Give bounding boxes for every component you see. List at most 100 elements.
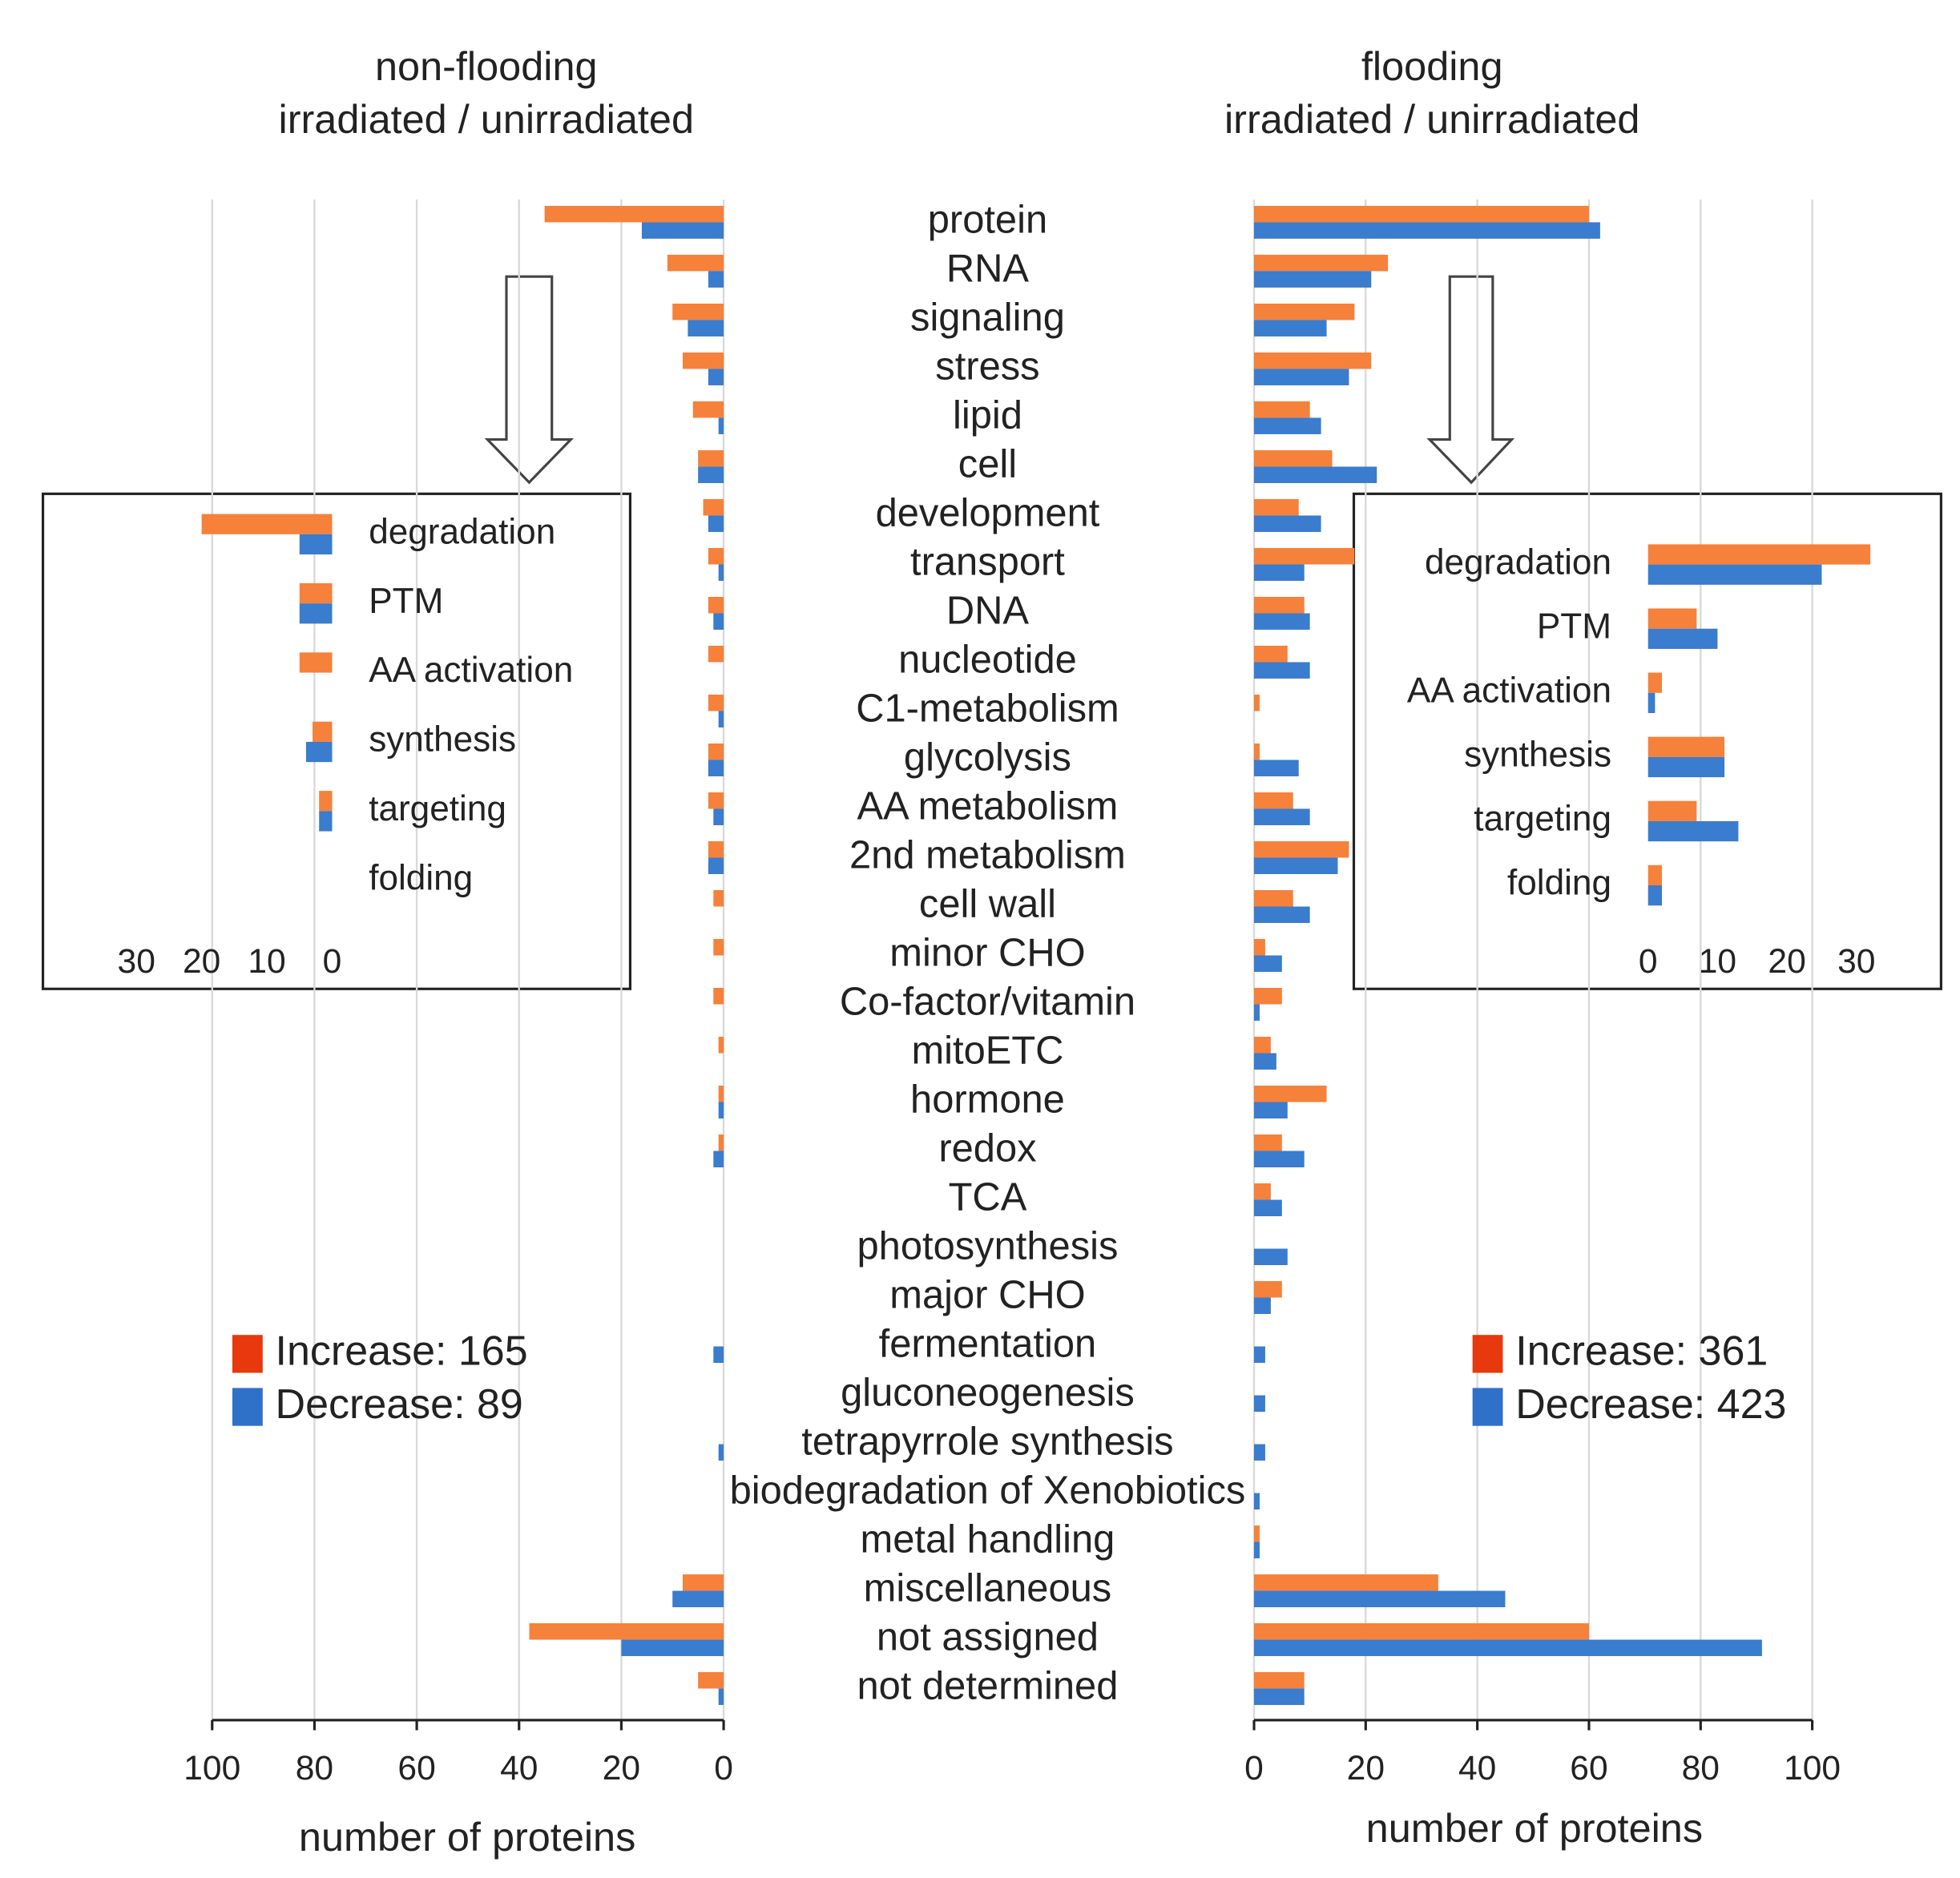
category-label: degradation (1425, 542, 1611, 582)
arrow (484, 275, 575, 485)
bar (718, 564, 724, 581)
bar (713, 939, 724, 956)
bar (1253, 449, 1333, 467)
x-tick-label: 40 (1458, 1749, 1496, 1787)
bar (1253, 1199, 1282, 1217)
bar (299, 534, 333, 555)
bar (1647, 756, 1725, 778)
bar (529, 1623, 724, 1640)
bar (1253, 498, 1299, 516)
bar (1253, 303, 1355, 320)
category-label: not assigned (877, 1615, 1099, 1658)
bar (1253, 1297, 1271, 1315)
bar (1253, 547, 1355, 565)
bar (1253, 840, 1349, 858)
bar (718, 711, 724, 727)
bar (1253, 1444, 1265, 1461)
x-tick-label: 100 (183, 1749, 240, 1787)
bar (1253, 1183, 1271, 1200)
category-label: fermentation (879, 1322, 1097, 1365)
bar (1253, 1688, 1305, 1706)
bar (1253, 1248, 1288, 1266)
bar (1253, 401, 1310, 418)
bar (1253, 1004, 1260, 1021)
bar (1253, 955, 1282, 972)
x-axis-label: number of proteins (299, 1814, 635, 1860)
bar (1253, 613, 1310, 630)
bar (672, 1590, 724, 1608)
bar (1253, 743, 1260, 760)
category-label: C1-metabolism (856, 687, 1119, 730)
x-tick-label: 80 (296, 1749, 333, 1787)
bar (698, 1672, 724, 1689)
chart-subtitle: irradiated / unirradiated (279, 96, 694, 142)
bar (1253, 694, 1260, 711)
chart-title: non-flooding (375, 43, 598, 89)
bar (1253, 564, 1305, 581)
bar (1253, 222, 1600, 239)
bar (1253, 906, 1310, 923)
bar (1647, 864, 1663, 886)
bar (1253, 1086, 1327, 1102)
category-label: stress (935, 345, 1039, 388)
bar (718, 1444, 724, 1461)
category-label: AA activation (369, 651, 573, 690)
category-label: PTM (1537, 607, 1611, 646)
bar (708, 694, 724, 711)
category-label: mitoETC (911, 1029, 1063, 1072)
bar (1253, 1672, 1305, 1689)
category-label: metal handling (861, 1517, 1115, 1561)
category-label: glycolysis (904, 735, 1071, 779)
bar (708, 840, 724, 858)
bar (1253, 792, 1293, 809)
bar (1253, 1037, 1271, 1054)
x-tick-label: 10 (248, 942, 285, 981)
bar (299, 603, 333, 624)
category-label: biodegradation of Xenobiotics (730, 1469, 1246, 1512)
bar (708, 515, 724, 532)
bar (1253, 988, 1282, 1005)
category-label: degradation (369, 512, 555, 551)
category-label: protein (928, 198, 1047, 241)
category-label: major CHO (889, 1273, 1085, 1316)
legend-label: Decrease: 423 (1515, 1381, 1786, 1428)
category-label: lipid (953, 393, 1022, 437)
chart-title: flooding (1361, 43, 1503, 89)
bar (708, 857, 724, 874)
category-label: AA activation (1407, 671, 1611, 710)
bar (1647, 628, 1718, 649)
bar (718, 1037, 724, 1054)
bar (621, 1639, 724, 1657)
bar (1253, 1395, 1265, 1413)
bar (718, 1688, 724, 1706)
bar (667, 254, 724, 272)
x-tick-label: 40 (500, 1749, 538, 1787)
chart-subtitle: irradiated / unirradiated (1224, 96, 1639, 142)
x-tick-label: 80 (1682, 1749, 1720, 1787)
bar (1253, 417, 1321, 434)
category-label: TCA (949, 1175, 1027, 1219)
x-tick-label: 0 (714, 1749, 733, 1787)
bar (698, 466, 724, 483)
bar (544, 205, 724, 223)
bar (1647, 672, 1663, 693)
x-tick-label: 20 (1768, 942, 1805, 981)
bar (718, 1086, 724, 1102)
bar (1253, 1623, 1589, 1640)
category-label: cell (958, 442, 1017, 486)
x-tick-label: 60 (397, 1749, 435, 1787)
category-label: cell wall (919, 882, 1056, 925)
x-tick-label: 0 (1639, 942, 1658, 981)
x-tick-label: 0 (1244, 1749, 1264, 1787)
bar (1647, 564, 1822, 585)
legend-swatch (232, 1335, 263, 1373)
bar (641, 222, 724, 239)
bar (305, 741, 333, 763)
category-label: miscellaneous (864, 1566, 1112, 1610)
category-label: folding (369, 858, 473, 897)
bar (713, 988, 724, 1005)
bar (1253, 320, 1327, 337)
bar (708, 792, 724, 809)
